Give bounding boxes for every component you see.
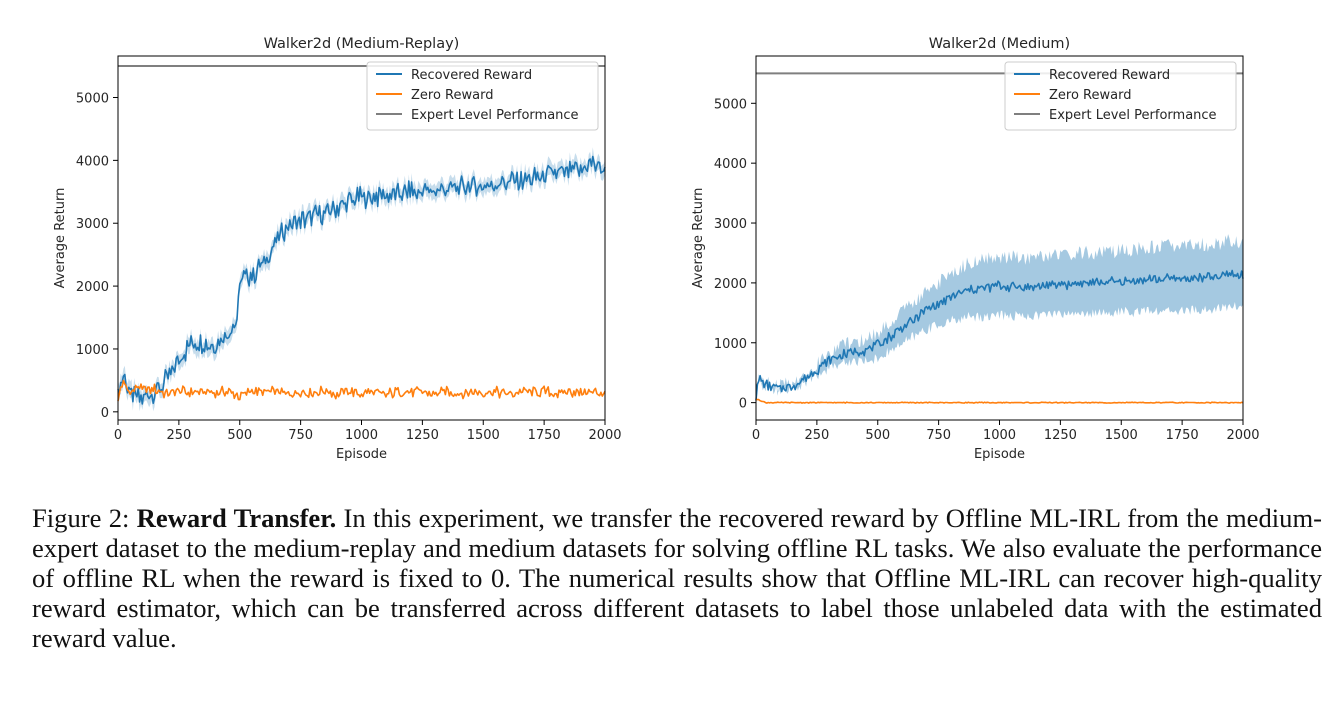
x-tick-label: 250 (166, 428, 191, 443)
legend: Recovered Reward Zero Reward Expert Level … (1004, 61, 1237, 131)
y-tick-label: 1000 (714, 337, 747, 352)
y-tick-label: 3000 (76, 217, 109, 232)
y-tick-label: 5000 (714, 97, 747, 112)
x-tick-label: 1000 (345, 428, 378, 443)
caption-bold-title: Reward Transfer. (136, 503, 337, 533)
chart-2: 0 250 500 750 1000 1250 1500 1750 2000 0 1000 2000 3… (691, 36, 1260, 462)
caption-body: In this experiment, we transfer the reco… (32, 503, 1322, 653)
legend-label: Zero Reward (1049, 88, 1131, 103)
legend-label: Zero Reward (411, 88, 493, 103)
y-tick-label: 1000 (76, 343, 109, 358)
y-tick-label: 5000 (76, 91, 109, 106)
y-axis-label: Average Return (53, 188, 68, 289)
legend: Recovered Reward Zero Reward Expert Level … (366, 61, 599, 131)
x-axis-label: Episode (974, 447, 1025, 462)
x-tick-label: 750 (926, 428, 951, 443)
y-tick-label: 2000 (76, 280, 109, 295)
legend-label: Expert Level Performance (411, 108, 579, 123)
x-tick-label: 0 (114, 428, 122, 443)
figure-charts: 0 250 500 750 1000 1250 1500 1750 2000 0 1000 2000 3… (53, 36, 1260, 462)
chart-1: 0 250 500 750 1000 1250 1500 1750 2000 0 1000 2000 3… (53, 36, 622, 462)
x-tick-label: 1750 (528, 428, 561, 443)
y-tick-label: 4000 (76, 154, 109, 169)
legend-label: Expert Level Performance (1049, 108, 1217, 123)
x-tick-label: 250 (804, 428, 829, 443)
series-line-zero-reward (755, 398, 1244, 404)
series-band-recovered-reward (118, 147, 605, 412)
x-tick-label: 2000 (588, 428, 621, 443)
x-tick-label: 1500 (1105, 428, 1138, 443)
series-line-recovered-reward (755, 269, 1244, 401)
series-line-recovered-reward (117, 155, 606, 405)
x-tick-label: 0 (752, 428, 760, 443)
x-tick-label: 1000 (983, 428, 1016, 443)
x-tick-label: 1750 (1166, 428, 1199, 443)
x-tick-label: 2000 (1226, 428, 1259, 443)
caption-prefix: Figure 2: (32, 503, 137, 533)
y-tick-label: 2000 (714, 277, 747, 292)
x-tick-label: 500 (227, 428, 252, 443)
y-tick-label: 0 (101, 406, 109, 421)
chart-title: Walker2d (Medium) (929, 36, 1070, 52)
series-band-recovered-reward (756, 234, 1243, 401)
x-tick-label: 500 (865, 428, 890, 443)
legend-label: Recovered Reward (1049, 68, 1170, 83)
legend-box (366, 61, 599, 131)
x-tick-label: 1250 (406, 428, 439, 443)
chart-title: Walker2d (Medium-Replay) (264, 36, 460, 52)
series-line-zero-reward (117, 379, 606, 402)
legend-box (1004, 61, 1237, 131)
y-tick-label: 0 (739, 397, 747, 412)
x-tick-label: 1500 (467, 428, 500, 443)
y-tick-label: 3000 (714, 217, 747, 232)
y-tick-label: 4000 (714, 157, 747, 172)
x-tick-label: 1250 (1044, 428, 1077, 443)
y-axis-label: Average Return (691, 188, 706, 289)
x-axis-label: Episode (336, 447, 387, 462)
figure-caption: Figure 2: Reward Transfer. In this exper… (32, 503, 1322, 653)
x-tick-label: 750 (288, 428, 313, 443)
legend-label: Recovered Reward (411, 68, 532, 83)
